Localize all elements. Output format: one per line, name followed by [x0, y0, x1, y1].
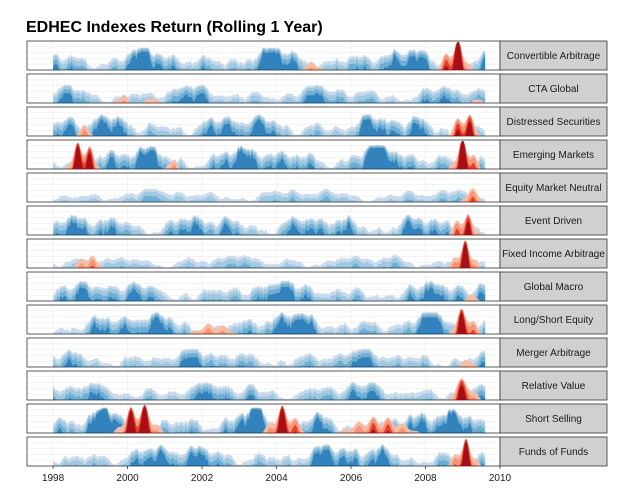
facet-panel-merger-arbitrage: Merger Arbitrage [26, 337, 608, 368]
horizon-band-positive [53, 217, 486, 235]
x-tick-label: 2006 [340, 473, 363, 484]
facet-panel-fixed-income-arbitrage: Fixed Income Arbitrage [26, 238, 608, 269]
facet-strip [499, 337, 608, 368]
horizon-band-negative [53, 142, 486, 169]
facet-panel-short-selling: Short Selling [26, 403, 608, 434]
facet-strip [499, 403, 608, 434]
horizon-band-positive [53, 191, 486, 202]
facet-strip [499, 172, 608, 203]
horizon-band-positive [53, 214, 486, 235]
horizon-band-negative [53, 405, 486, 433]
facet-strip-label: Short Selling [525, 414, 582, 425]
facet-strip-label: Emerging Markets [513, 150, 594, 161]
facet-panel-global-macro: Global Macro [26, 271, 608, 302]
horizon-band-positive [53, 287, 486, 301]
facet-strip-label: Long/Short Equity [514, 315, 594, 326]
facet-strip [499, 304, 608, 335]
horizon-band-positive [53, 93, 486, 103]
x-axis: 1998 2000 2002 2004 2006 2008 2010 [42, 466, 512, 484]
facet-panel-relative-value: Relative Value [26, 370, 608, 401]
facet-strip [499, 139, 608, 170]
facet-strip [499, 370, 608, 401]
facet-strip [499, 106, 608, 137]
x-tick-label: 2004 [265, 473, 288, 484]
horizon-band-positive [53, 390, 486, 400]
horizon-band-positive [53, 148, 486, 169]
facet-panel-equity-market-neutral: Equity Market Neutral [26, 172, 608, 203]
facet-strip-label: Equity Market Neutral [505, 183, 601, 194]
horizon-band-positive [53, 86, 486, 103]
facet-strip-label: Global Macro [524, 282, 584, 293]
x-tick-label: 2002 [191, 473, 214, 484]
facet-strip-label: CTA Global [528, 84, 578, 95]
horizon-band-positive [53, 51, 486, 70]
facet-strip [499, 271, 608, 302]
facet-strip-label: Convertible Arbitrage [507, 51, 601, 62]
horizon-band-positive [53, 116, 486, 136]
facet-panel-long-short-equity: Long/Short Equity [26, 304, 608, 335]
facet-panel-distressed-securities: Distressed Securities [26, 106, 608, 137]
facet-strip-label: Fixed Income Arbitrage [502, 249, 605, 260]
x-tick-label: 1998 [42, 473, 65, 484]
horizon-band-positive [53, 283, 486, 301]
facet-strip [499, 73, 608, 104]
x-tick-label: 2000 [116, 473, 139, 484]
horizon-band-positive [53, 449, 486, 466]
horizon-band-negative [53, 42, 486, 70]
facet-panel-convertible-arbitrage: Convertible Arbitrage [26, 40, 608, 71]
facet-panel-event-driven: Event Driven [26, 205, 608, 236]
horizon-band-positive [53, 407, 486, 433]
facet-strip [499, 40, 608, 71]
horizon-band-negative [53, 242, 486, 268]
facet-strip-label: Merger Arbitrage [516, 348, 591, 359]
facet-strip-label: Distressed Securities [507, 117, 601, 128]
horizon-band-positive [53, 409, 486, 433]
facet-strip-label: Event Driven [525, 216, 582, 227]
x-tick-label: 2008 [414, 473, 437, 484]
facet-strip [499, 205, 608, 236]
x-tick-label: 2010 [489, 473, 512, 484]
horizon-band-positive [53, 196, 486, 202]
facet-strip [499, 238, 608, 269]
facet-panel-cta-global: CTA Global [26, 73, 608, 104]
horizon-band-positive [53, 119, 486, 136]
facet-strip-label: Relative Value [522, 381, 586, 392]
horizon-band-positive [53, 317, 486, 334]
chart-title: EDHEC Indexes Return (Rolling 1 Year) [26, 19, 323, 36]
facet-strip-label: Funds of Funds [519, 447, 588, 458]
horizon-band-positive [53, 254, 486, 268]
facet-strip [499, 436, 608, 467]
facet-panel-emerging-markets: Emerging Markets [26, 139, 608, 170]
facet-panel-funds-of-funds: Funds of Funds [26, 436, 608, 467]
horizon-band-positive [53, 350, 486, 367]
